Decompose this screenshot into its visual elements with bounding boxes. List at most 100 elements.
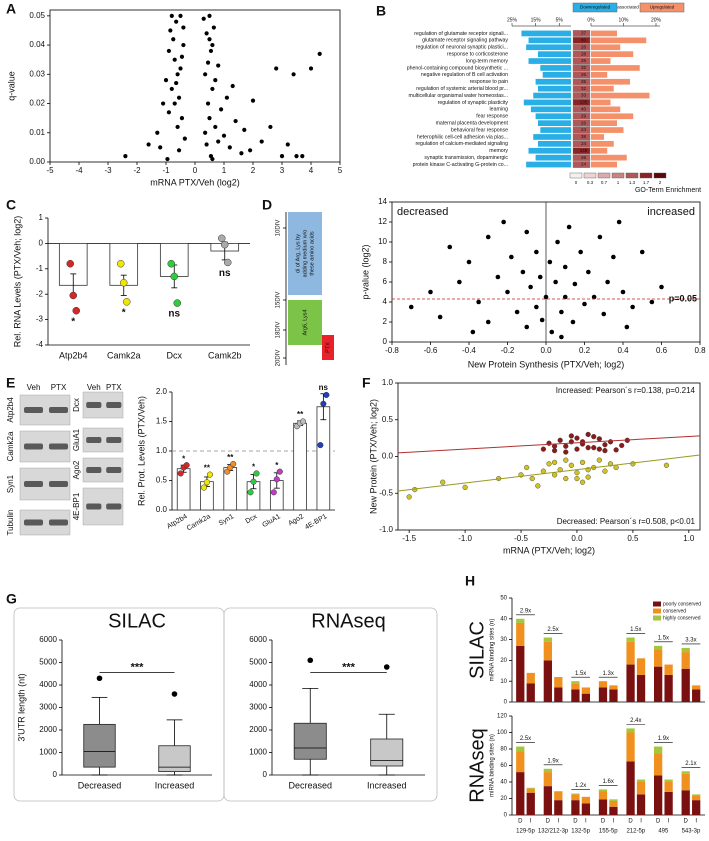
point: [534, 304, 539, 310]
blot-band: [24, 519, 43, 526]
bar-segment: [626, 637, 635, 642]
subplot-title: SILAC: [108, 610, 166, 632]
bar-segment: [571, 794, 580, 801]
point: [528, 284, 533, 290]
y-tick-label: -4: [36, 340, 44, 349]
point: [559, 334, 564, 340]
x-tick-label: I: [640, 819, 642, 825]
enrichment-cell: [572, 140, 591, 148]
enrichment-cell: [572, 43, 591, 51]
y-tick-label: 0: [383, 337, 388, 346]
bar-segment: [554, 800, 563, 815]
blot-header: PTX: [106, 383, 122, 392]
point: [591, 445, 597, 451]
y-tick-label: 40: [500, 616, 507, 622]
point: [476, 299, 481, 305]
bar-segment: [681, 790, 690, 815]
point: [250, 98, 256, 103]
enrichment-cell: [572, 147, 591, 155]
blot-band: [106, 467, 122, 473]
go-term-label: multicellular organismal water homeostas…: [409, 93, 508, 99]
blot-label: 4E-BP1: [72, 492, 81, 520]
threshold-label: p=0.05: [669, 293, 697, 303]
blot-label: Dcx: [72, 398, 81, 412]
y-tick-label: 0.00: [29, 157, 45, 166]
timeline-box-label: these amino acids: [309, 231, 315, 276]
annotation: Increased: Pearson´s r=0.138, p=0.214: [556, 386, 696, 395]
bar-segment: [653, 753, 663, 776]
x-tick-label: 0.5: [627, 534, 639, 543]
box: [83, 723, 116, 768]
bar-down: [528, 37, 571, 44]
enrichment-cell: [572, 57, 591, 65]
point: [168, 28, 173, 33]
point: [182, 136, 187, 141]
point: [158, 145, 163, 150]
timeline-box: [322, 335, 334, 360]
bar-up: [591, 141, 614, 147]
enrichment-cell: [572, 106, 591, 113]
x-tick-label: -4: [75, 166, 83, 175]
bar-segment: [692, 689, 701, 702]
fold-label: 1.9x: [658, 736, 669, 742]
go-term-label: fear response: [476, 114, 508, 120]
box: [158, 745, 191, 773]
legend-swatch: [653, 608, 661, 614]
go-term-label: regulation of synaptic plasticity: [438, 100, 509, 106]
timeline-box: [288, 300, 322, 345]
bar-down: [535, 154, 571, 161]
legend-label: highly conserved: [663, 615, 701, 621]
data-point: [224, 468, 231, 475]
point: [210, 86, 215, 92]
point: [406, 494, 412, 500]
x-tick-label: -0.2: [501, 346, 515, 355]
y-tick-label: 60: [500, 763, 507, 769]
subplot-title: RNAseq: [311, 610, 385, 632]
timeline-box-label: di of Arg, Lys by: [295, 234, 301, 273]
x-tick-label: -1.5: [402, 534, 416, 543]
group-label: 155-5p: [599, 829, 618, 835]
point: [563, 457, 569, 463]
bar-segment: [598, 789, 608, 792]
bar-segment: [598, 791, 608, 800]
point: [308, 66, 314, 71]
y-tick-label: 2000: [249, 725, 267, 734]
bar-segment: [581, 803, 591, 815]
bar-up: [591, 92, 650, 99]
x-tick-label: Atp2b4: [59, 350, 88, 360]
legend-label: poorly conserved: [663, 601, 701, 607]
point: [428, 289, 433, 295]
data-point: [253, 470, 260, 477]
point: [175, 124, 180, 130]
annotation: Decreased: Pearson´s r=0.508, p<0.01: [557, 517, 696, 526]
y-tick-label: 2000: [39, 725, 57, 734]
blot-band: [86, 402, 102, 408]
point: [300, 154, 305, 159]
bar-segment: [554, 791, 563, 792]
y-axis-label: 3'UTR length (nt): [16, 673, 26, 741]
bar-segment: [609, 799, 618, 801]
point: [201, 16, 206, 21]
count-label: 29: [581, 113, 587, 118]
significance: ***: [342, 661, 356, 673]
bar-down: [528, 147, 571, 154]
go-term-label: response to pain: [470, 79, 508, 85]
x-tick-label: Decreased: [78, 780, 122, 790]
y-tick-label: 0.01: [29, 128, 45, 137]
point: [178, 66, 183, 71]
point: [630, 461, 636, 467]
point: [294, 154, 299, 159]
legend-box: [639, 2, 685, 13]
bar-down: [537, 85, 571, 92]
bar-segment: [609, 689, 618, 702]
annotation: increased: [647, 206, 695, 218]
data-point: [183, 462, 190, 469]
enrichment-cell: [572, 126, 591, 134]
y-tick-label: 0: [504, 700, 508, 706]
box: [293, 722, 327, 760]
x-tick-label: Increased: [155, 780, 195, 790]
outlier: [96, 675, 103, 682]
x-tick-label: 10%: [618, 17, 629, 23]
count-label: 24: [581, 127, 587, 132]
x-tick-label: 0.0: [571, 534, 583, 543]
